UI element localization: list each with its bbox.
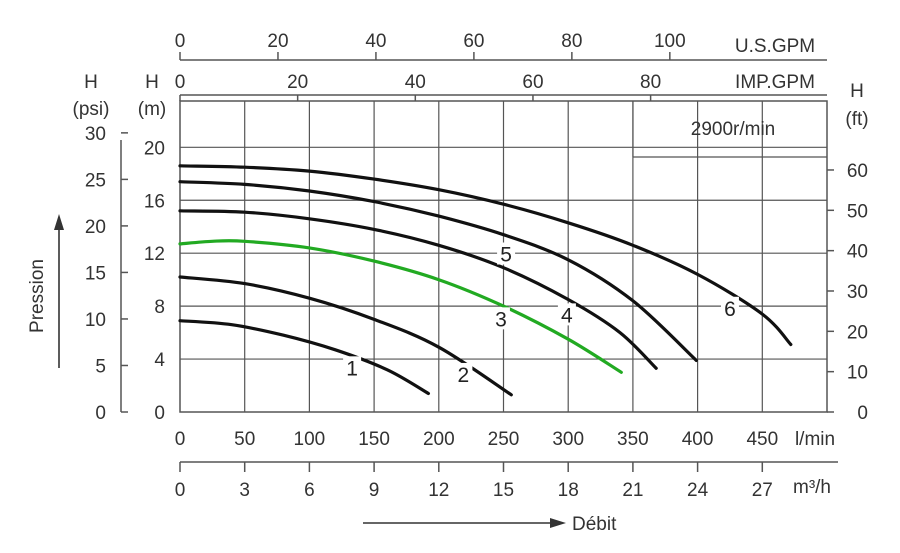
ft-tick-label: 0: [857, 403, 868, 424]
lmin-tick-label: 150: [358, 429, 390, 450]
pump-curves: 1 2 3 4 5 6: [178, 164, 793, 397]
speed-annotation: 2900r/min: [691, 119, 776, 140]
ft-axis-h: H: [850, 81, 864, 102]
usgpm-tick-label: 40: [365, 31, 386, 52]
usgpm-tick-label: 0: [175, 31, 186, 52]
psi-tick-label: 25: [85, 170, 106, 191]
ft-tick-label: 40: [847, 242, 868, 263]
m3h-tick-label: 15: [493, 480, 514, 501]
ft-tick-label: 30: [847, 282, 868, 303]
psi-tick-label: 0: [95, 403, 106, 424]
psi-tick-label: 5: [95, 356, 106, 377]
curve-label-bg: [454, 362, 473, 385]
m3h-tick-label: 27: [752, 480, 773, 501]
pump-curve-5: [178, 180, 698, 362]
impgpm-tick-label: 80: [640, 72, 661, 93]
pump-curve-3: [178, 239, 623, 374]
ft-tick-label: 50: [847, 201, 868, 222]
psi-tick-label: 30: [85, 124, 106, 145]
usgpm-tick-label: 80: [561, 31, 582, 52]
psi-tick-label: 20: [85, 217, 106, 238]
usgpm-tick-label: 100: [654, 31, 686, 52]
curve-label-bg: [491, 307, 510, 330]
psi-axis-unit: (psi): [73, 99, 110, 120]
m-axis-unit: (m): [138, 99, 166, 120]
lmin-tick-label: 350: [617, 429, 649, 450]
impgpm-tick-label: 40: [405, 72, 426, 93]
lmin-tick-label: 100: [294, 429, 326, 450]
curve-label-bg: [343, 356, 362, 379]
lmin-tick-label: 0: [175, 429, 186, 450]
lmin-tick-label: 450: [746, 429, 778, 450]
curve-label-5: 5: [500, 244, 512, 267]
m3h-unit-label: m³/h: [793, 477, 831, 498]
pression-label: Pression: [27, 259, 48, 333]
usgpm-tick-label: 60: [463, 31, 484, 52]
ft-tick-label: 60: [847, 161, 868, 182]
m3h-tick-label: 6: [304, 480, 315, 501]
pump-curve-1: [178, 319, 430, 396]
ft-tick-label: 10: [847, 363, 868, 384]
lmin-tick-label: 200: [423, 429, 455, 450]
m-tick-label: 16: [144, 191, 165, 212]
lmin-tick-label: 250: [488, 429, 520, 450]
pump-curve-6: [178, 164, 793, 347]
m3h-tick-label: 0: [175, 480, 186, 501]
curve-label-1: 1: [346, 357, 358, 380]
m3h-tick-label: 18: [558, 480, 579, 501]
impgpm-unit-label: IMP.GPM: [735, 72, 815, 93]
impgpm-tick-label: 60: [522, 72, 543, 93]
m3h-tick-label: 21: [622, 480, 643, 501]
psi-axis-h: H: [84, 72, 98, 93]
impgpm-tick-label: 0: [175, 72, 186, 93]
m-tick-label: 0: [154, 403, 165, 424]
curve-label-bg: [557, 303, 576, 326]
m-axis-h: H: [145, 72, 159, 93]
curve-label-3: 3: [495, 308, 507, 331]
m3h-tick-label: 24: [687, 480, 709, 501]
impgpm-tick-label: 20: [287, 72, 308, 93]
lmin-unit-label: l/min: [795, 429, 835, 450]
m-tick-label: 20: [144, 138, 165, 159]
lmin-tick-label: 50: [234, 429, 255, 450]
m-tick-label: 8: [154, 297, 165, 318]
curve-label-bg: [497, 242, 516, 265]
debit-arrow-head: [550, 518, 566, 528]
curve-label-2: 2: [458, 364, 470, 387]
ft-tick-label: 20: [847, 322, 868, 343]
ft-axis-unit: (ft): [845, 109, 868, 130]
pression-arrow-head: [54, 214, 64, 230]
curve-label-bg: [720, 296, 739, 319]
lmin-tick-label: 400: [682, 429, 714, 450]
debit-label: Débit: [572, 514, 617, 535]
m3h-tick-label: 9: [369, 480, 380, 501]
lmin-tick-label: 300: [552, 429, 584, 450]
usgpm-tick-label: 20: [267, 31, 288, 52]
pump-curve-2: [178, 275, 513, 397]
usgpm-unit-label: U.S.GPM: [735, 36, 815, 57]
pump-curve-4: [178, 209, 658, 370]
psi-tick-label: 10: [85, 310, 106, 331]
m-tick-label: 4: [154, 350, 165, 371]
m3h-tick-label: 3: [239, 480, 250, 501]
curve-label-4: 4: [561, 304, 573, 327]
m3h-tick-label: 12: [428, 480, 449, 501]
m-tick-label: 12: [144, 244, 165, 265]
curve-label-6: 6: [724, 298, 736, 321]
psi-tick-label: 15: [85, 263, 106, 284]
